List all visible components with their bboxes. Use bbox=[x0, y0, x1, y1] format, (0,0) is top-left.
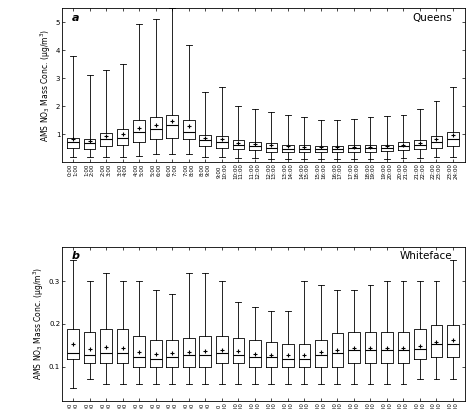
Text: Queens: Queens bbox=[413, 13, 452, 23]
Y-axis label: AMS NO$_3$ Mass Conc. (μg/m$^3$): AMS NO$_3$ Mass Conc. (μg/m$^3$) bbox=[38, 29, 53, 142]
Text: b: b bbox=[72, 252, 80, 261]
Text: a: a bbox=[72, 13, 79, 23]
Y-axis label: AMS NO$_3$ Mass Conc. (μg/m$^3$): AMS NO$_3$ Mass Conc. (μg/m$^3$) bbox=[32, 267, 46, 380]
Text: Whiteface: Whiteface bbox=[400, 252, 452, 261]
